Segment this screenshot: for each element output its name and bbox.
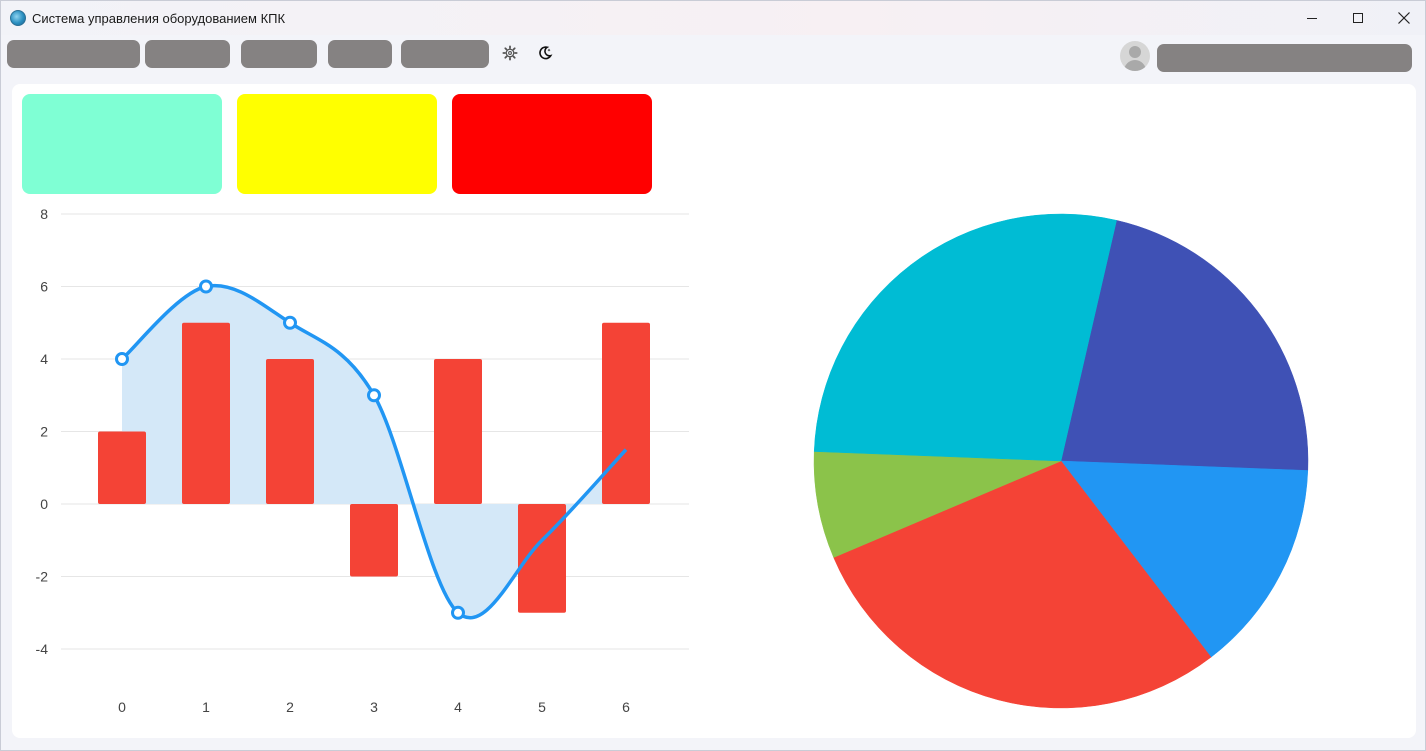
pie-slice-4 — [813, 213, 1117, 462]
line-series-area — [122, 285, 626, 618]
line-point-4 — [451, 605, 465, 620]
x-tick-label: 1 — [202, 699, 210, 715]
pie-slice-0 — [1060, 220, 1309, 471]
moon-icon — [539, 46, 553, 60]
line-point-0 — [115, 352, 129, 366]
y-tick-label: 2 — [40, 424, 48, 440]
user-name-field[interactable] — [1157, 44, 1412, 72]
theme-toggle-button[interactable] — [536, 44, 554, 62]
y-tick-label: 0 — [40, 496, 48, 512]
avatar-body-shape — [1124, 60, 1146, 71]
line-point-3 — [367, 388, 381, 403]
avatar-head-shape — [1129, 46, 1141, 58]
menu-button-3[interactable] — [241, 40, 317, 68]
bar-2 — [266, 359, 314, 504]
status-card-error[interactable] — [452, 94, 652, 194]
status-card-ok[interactable] — [22, 94, 222, 194]
line-point-1 — [199, 279, 213, 294]
menu-button-2[interactable] — [145, 40, 230, 68]
status-card-warning[interactable] — [237, 94, 437, 194]
combo-chart: 8 6 4 2 0 -2 -4 0 1 2 3 4 5 6 — [36, 206, 689, 715]
maximize-button[interactable] — [1335, 1, 1381, 35]
line-point-2 — [283, 315, 297, 330]
menu-button-1[interactable] — [7, 40, 140, 68]
app-logo-icon — [10, 10, 26, 26]
x-tick-label: 5 — [538, 699, 546, 715]
toolbar — [1, 35, 1425, 75]
bar-1 — [182, 322, 230, 504]
pie-chart — [813, 213, 1309, 709]
gear-icon — [502, 45, 518, 61]
minimize-icon — [1307, 17, 1317, 19]
pie-slice-1 — [1060, 460, 1309, 658]
x-tick-label: 3 — [370, 699, 378, 715]
pie-slice-3 — [813, 451, 1062, 558]
settings-button[interactable] — [501, 44, 519, 62]
menu-button-4[interactable] — [328, 40, 392, 68]
window-title: Система управления оборудованием КПК — [32, 11, 286, 26]
pie-slice-2 — [833, 460, 1212, 709]
close-button[interactable] — [1381, 1, 1426, 35]
menu-button-5[interactable] — [401, 40, 489, 68]
y-tick-label: -4 — [36, 641, 49, 657]
bar-5 — [518, 504, 566, 613]
close-icon — [1398, 12, 1410, 24]
title-bar[interactable]: Система управления оборудованием КПК — [1, 1, 1425, 35]
x-tick-label: 2 — [286, 699, 294, 715]
x-tick-label: 6 — [622, 699, 630, 715]
x-tick-label: 0 — [118, 699, 126, 715]
bar-4 — [434, 359, 482, 504]
y-tick-label: 6 — [40, 279, 48, 295]
maximize-icon — [1353, 13, 1363, 23]
y-tick-label: 4 — [40, 351, 48, 367]
avatar[interactable] — [1120, 41, 1150, 71]
bar-6 — [602, 322, 650, 504]
y-tick-label: -2 — [36, 569, 49, 585]
bar-3 — [350, 504, 398, 577]
bar-0 — [98, 431, 146, 504]
x-tick-label: 4 — [454, 699, 462, 715]
y-tick-label: 8 — [40, 206, 48, 222]
minimize-button[interactable] — [1289, 1, 1335, 35]
